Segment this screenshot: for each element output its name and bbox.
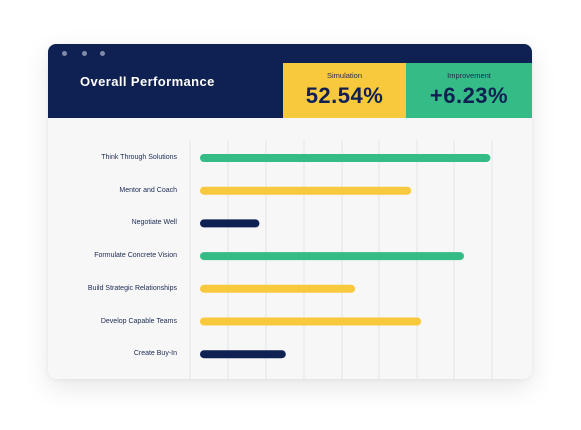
simulation-label: Simulation — [326, 71, 363, 80]
bar — [200, 219, 260, 228]
performance-card: Overall Performance Simulation 52.54% Im… — [48, 44, 532, 379]
category-label: Develop Capable Teams — [100, 317, 177, 325]
improvement-label: Improvement — [447, 71, 491, 80]
bar — [200, 284, 356, 293]
bar-chart-plot — [189, 140, 493, 379]
window-dot-icon — [100, 51, 105, 56]
simulation-stat: Simulation 52.54% — [283, 63, 406, 118]
category-label: Mentor and Coach — [119, 186, 177, 194]
window-dot-icon — [62, 51, 67, 56]
category-label: Negotiate Well — [131, 219, 177, 227]
window-titlebar — [48, 44, 532, 64]
window-dot-icon — [82, 51, 87, 56]
bar — [200, 252, 464, 261]
bar — [200, 350, 286, 359]
category-label: Build Strategic Relationships — [87, 284, 177, 292]
improvement-stat: Improvement +6.23% — [406, 63, 532, 118]
bar — [200, 317, 422, 326]
bar — [200, 154, 491, 162]
page-title: Overall Performance — [80, 74, 215, 89]
category-label: Think Through Solutions — [101, 154, 177, 161]
simulation-value: 52.54% — [305, 83, 384, 108]
performance-header: Overall Performance Simulation 52.54% Im… — [48, 63, 532, 118]
bar-chart: Think Through Solutions Mentor and Coach N… — [48, 118, 532, 379]
category-label: Create Buy-In — [133, 350, 177, 358]
improvement-value: +6.23% — [429, 83, 509, 108]
category-label: Formulate Concrete Vision — [94, 252, 177, 260]
bar — [200, 186, 412, 195]
